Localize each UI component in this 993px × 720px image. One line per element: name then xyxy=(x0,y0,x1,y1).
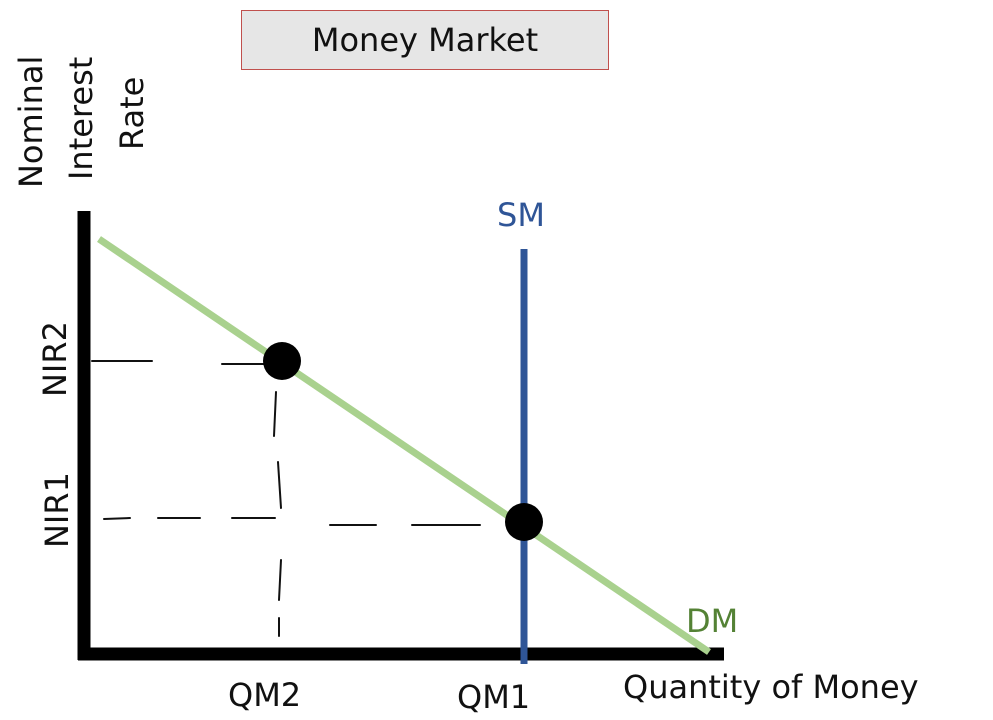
guide-nir2 xyxy=(91,360,273,365)
axes xyxy=(77,211,724,661)
y-axis-label-line-2: Interest xyxy=(62,57,100,180)
x-axis-label: Quantity of Money xyxy=(623,668,919,706)
x-tick-qm1: QM1 xyxy=(457,678,530,716)
y-axis-label-line-3: Rate xyxy=(113,77,151,150)
demand-curve xyxy=(97,236,711,655)
guide-nir1 xyxy=(103,517,481,526)
y-tick-nir2: NIR2 xyxy=(36,321,74,397)
guide-lines xyxy=(91,360,481,637)
x-tick-qm2: QM2 xyxy=(228,676,301,714)
supply-curve-label: SM xyxy=(497,196,545,234)
equilibrium-point-nir1 xyxy=(505,503,543,541)
guide-qm2 xyxy=(273,391,282,637)
y-tick-nir1: NIR1 xyxy=(38,472,76,548)
diagram-title: Money Market xyxy=(241,10,609,70)
y-axis-label-line-1: Nominal xyxy=(12,56,50,188)
diagram-title-text: Money Market xyxy=(311,21,539,59)
demand-curve-label: DM xyxy=(686,602,738,640)
equilibrium-point-nir2 xyxy=(263,342,301,380)
